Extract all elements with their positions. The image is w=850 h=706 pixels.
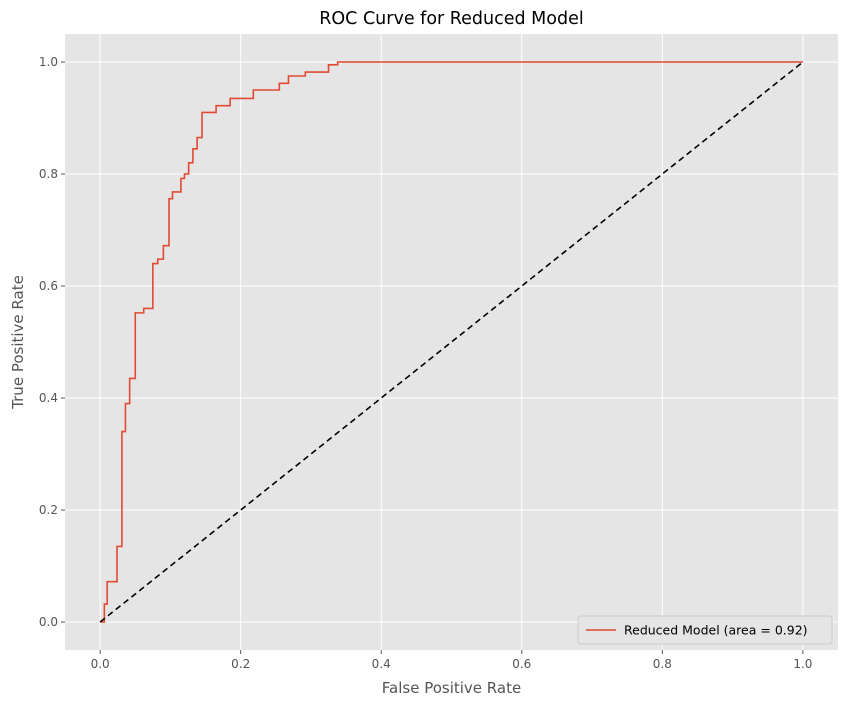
series-layer xyxy=(99,61,804,623)
y-axis-ticks: 0.0 0.2 0.4 0.6 0.8 1.0 xyxy=(39,55,65,629)
plot-background xyxy=(65,34,838,650)
grid xyxy=(65,34,838,650)
x-tick-label: 0.0 xyxy=(91,657,110,671)
x-tick-label: 0.2 xyxy=(231,657,250,671)
y-tick-label: 0.4 xyxy=(39,391,58,405)
chart-title: ROC Curve for Reduced Model xyxy=(319,9,583,29)
legend: Reduced Model (area = 0.92) xyxy=(577,615,833,645)
x-axis-ticks: 0.0 0.2 0.4 0.6 0.8 1.0 xyxy=(91,650,812,671)
y-axis-label: True Positive Rate xyxy=(9,275,27,410)
x-axis-label: False Positive Rate xyxy=(382,679,521,697)
x-tick-label: 0.8 xyxy=(653,657,672,671)
y-tick-label: 0.6 xyxy=(39,279,58,293)
y-tick-label: 0.2 xyxy=(39,503,58,517)
legend-entry-label: Reduced Model (area = 0.92) xyxy=(624,623,808,638)
roc-curve-line xyxy=(100,61,803,623)
x-tick-label: 0.4 xyxy=(372,657,391,671)
legend-box xyxy=(577,615,833,645)
x-tick-label: 0.6 xyxy=(512,657,531,671)
y-tick-label: 0.0 xyxy=(39,615,58,629)
y-tick-label: 1.0 xyxy=(39,55,58,69)
y-tick-label: 0.8 xyxy=(39,167,58,181)
x-tick-label: 1.0 xyxy=(793,657,812,671)
